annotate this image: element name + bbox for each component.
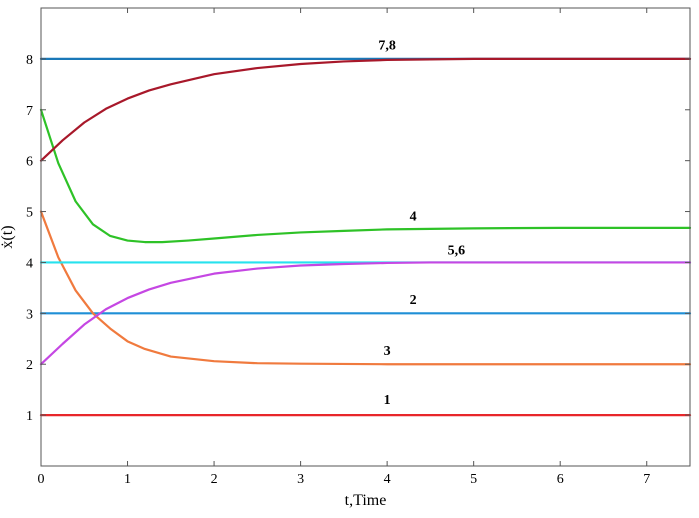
annotation-layer: 1 2 3 4 5,6 7,8 <box>378 39 465 408</box>
y-tick-label: 3 <box>26 307 33 322</box>
x-tick-label: 2 <box>211 472 218 487</box>
series-line-s5c <box>39 261 692 366</box>
y-tick-label: 6 <box>26 155 33 170</box>
curve-label: 2 <box>410 293 417 308</box>
plot-frame <box>40 7 691 467</box>
series-line-s3 <box>39 210 692 366</box>
x-tick-label: 7 <box>643 472 650 487</box>
curve-label: 7,8 <box>378 39 396 54</box>
x-tick-label: 5 <box>470 472 477 487</box>
curve-label: 3 <box>384 344 391 359</box>
curve-label: 1 <box>384 393 391 408</box>
series-layer <box>39 57 692 417</box>
series-line-s4 <box>39 108 692 244</box>
x-tick-label: 1 <box>124 472 131 487</box>
x-axis-label: t,Time <box>345 492 387 509</box>
x-tick-label: 3 <box>297 472 304 487</box>
y-tick-label: 4 <box>26 256 33 271</box>
y-tick-label: 2 <box>26 358 33 373</box>
curve-label: 5,6 <box>448 243 466 258</box>
curve-label: 4 <box>410 210 417 225</box>
y-tick-label: 1 <box>26 409 33 424</box>
y-tick-label: 5 <box>26 206 33 221</box>
y-axis-label: ẋ(t) <box>0 225 16 248</box>
x-tick-label: 4 <box>384 472 391 487</box>
y-tick-label: 7 <box>26 104 33 119</box>
x-tick-label: 0 <box>38 472 45 487</box>
x-tick-label: 6 <box>557 472 564 487</box>
tick-layer: 0 1 2 3 4 5 6 7 1 2 3 4 5 6 7 8 <box>26 8 690 487</box>
y-tick-label: 8 <box>26 53 33 68</box>
series-line-s7c <box>39 57 692 162</box>
